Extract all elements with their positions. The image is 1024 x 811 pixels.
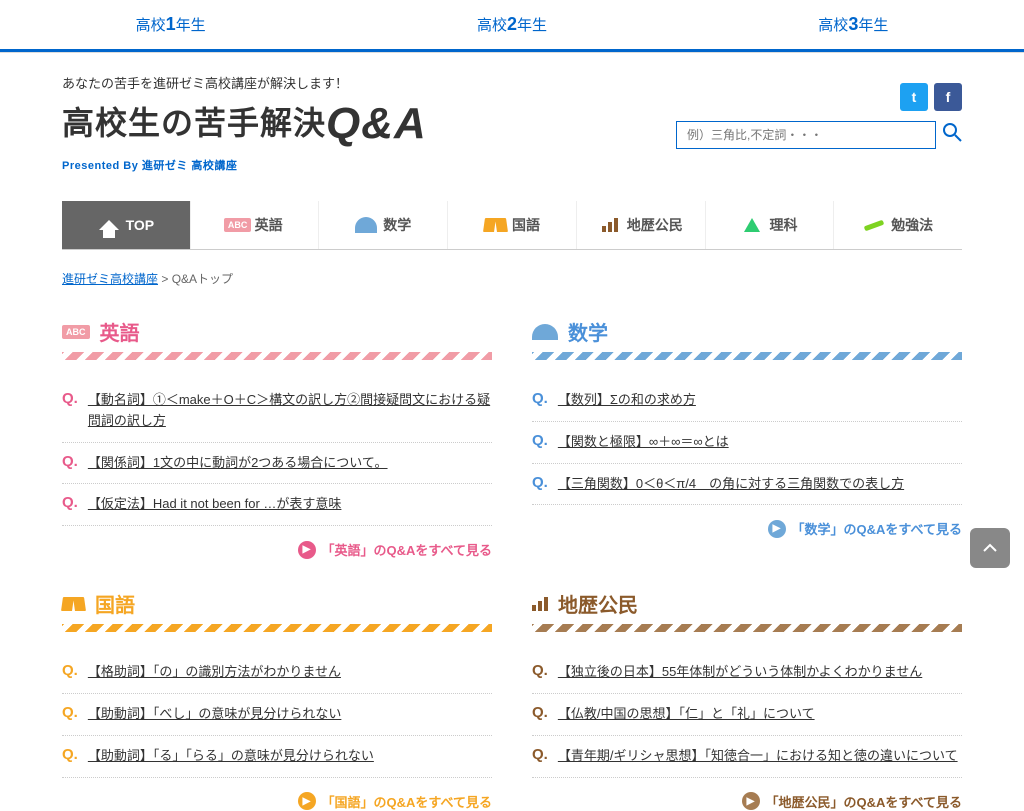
- home-icon: [98, 216, 120, 234]
- bars-icon: [532, 597, 548, 611]
- breadcrumb: 進研ゼミ高校講座 > Q&Aトップ: [62, 262, 962, 317]
- header: あなたの苦手を進研ゼミ高校講座が解決します！ 高校生の苦手解決Q&A Prese…: [62, 53, 962, 183]
- nav-top[interactable]: TOP: [62, 201, 191, 249]
- q-item: Q. 【格助詞】「の」の識別方法がわかりません: [62, 652, 492, 694]
- protractor-icon: [355, 216, 377, 234]
- grade-tab-2[interactable]: 高校2年生: [341, 0, 682, 52]
- q-item: Q. 【助動詞】「る」「らる」の意味が見分けられない: [62, 736, 492, 778]
- facebook-icon[interactable]: f: [934, 83, 962, 111]
- book-icon: [484, 216, 506, 234]
- panel-title: 英語: [100, 317, 140, 346]
- q-link[interactable]: 【三角関数】0＜θ＜π/4 の角に対する三角関数での表し方: [558, 474, 904, 495]
- main-nav: TOP ABC 英語 数学 国語 地歴公民 理科 勉強法: [62, 201, 962, 250]
- q-item: Q. 【独立後の日本】55年体制がどういう体制かよくわかりません: [532, 652, 962, 694]
- q-link[interactable]: 【助動詞】「べし」の意味が見分けられない: [88, 704, 342, 725]
- q-link[interactable]: 【助動詞】「る」「らる」の意味が見分けられない: [88, 746, 374, 767]
- search-icon[interactable]: [942, 122, 962, 148]
- page-title: 高校生の苦手解決Q&A: [62, 98, 676, 149]
- protractor-icon: [532, 324, 558, 340]
- q-link[interactable]: 【青年期/ギリシャ思想】「知徳合一」における知と徳の違いについて: [558, 746, 958, 767]
- view-all-social[interactable]: ▶ 「地歴公民」のQ&Aをすべて見る: [532, 792, 962, 811]
- q-link[interactable]: 【関数と極限】∞＋∞＝∞とは: [558, 432, 729, 453]
- grade-tabs: 高校1年生 高校2年生 高校3年生: [0, 0, 1024, 53]
- abc-icon: ABC: [62, 325, 90, 339]
- panel-social: 地歴公民 Q. 【独立後の日本】55年体制がどういう体制かよくわかりません Q. 【…: [532, 589, 962, 810]
- nav-science[interactable]: 理科: [706, 201, 835, 249]
- q-item: Q. 【青年期/ギリシャ思想】「知徳合一」における知と徳の違いについて: [532, 736, 962, 778]
- divider: [532, 624, 962, 632]
- panel-math: 数学 Q. 【数列】Σの和の求め方 Q. 【関数と極限】∞＋∞＝∞とは Q. 【三角関…: [532, 317, 962, 559]
- nav-math[interactable]: 数学: [319, 201, 448, 249]
- q-item: Q. 【仮定法】Had it not been for …が表す意味: [62, 484, 492, 526]
- q-mark-icon: Q.: [62, 390, 78, 407]
- grade-tab-1[interactable]: 高校1年生: [0, 0, 341, 52]
- q-link[interactable]: 【仏教/中国の思想】「仁」と「礼」について: [558, 704, 815, 725]
- q-link[interactable]: 【格助詞】「の」の識別方法がわかりません: [88, 662, 341, 683]
- presented-by: Presented By 進研ゼミ 高校講座: [62, 157, 676, 173]
- pen-icon: [863, 216, 885, 234]
- q-link[interactable]: 【独立後の日本】55年体制がどういう体制かよくわかりません: [558, 662, 922, 683]
- arrow-icon: ▶: [298, 792, 316, 810]
- panel-japanese: 国語 Q. 【格助詞】「の」の識別方法がわかりません Q. 【助動詞】「べし」の意味…: [62, 589, 492, 810]
- flask-icon: [741, 216, 763, 234]
- q-mark-icon: Q.: [532, 474, 548, 491]
- book-icon: [62, 597, 85, 611]
- abc-icon: ABC: [227, 216, 249, 234]
- q-mark-icon: Q.: [532, 390, 548, 407]
- q-link[interactable]: 【動名詞】①＜make＋O＋C＞構文の訳し方②間接疑問文における疑問詞の訳し方: [88, 390, 492, 432]
- bars-icon: [599, 216, 621, 234]
- subject-panels: ABC 英語 Q. 【動名詞】①＜make＋O＋C＞構文の訳し方②間接疑問文におけ…: [62, 317, 962, 811]
- q-item: Q. 【関係詞】1文の中に動詞が2つある場合について。: [62, 443, 492, 485]
- q-mark-icon: Q.: [62, 494, 78, 511]
- q-link[interactable]: 【数列】Σの和の求め方: [558, 390, 696, 411]
- view-all-japanese[interactable]: ▶ 「国語」のQ&Aをすべて見る: [62, 792, 492, 811]
- arrow-icon: ▶: [768, 520, 786, 538]
- tagline: あなたの苦手を進研ゼミ高校講座が解決します！: [62, 73, 676, 92]
- q-mark-icon: Q.: [62, 746, 78, 763]
- panel-title: 数学: [568, 317, 608, 346]
- q-link[interactable]: 【関係詞】1文の中に動詞が2つある場合について。: [88, 453, 388, 474]
- divider: [532, 352, 962, 360]
- q-link[interactable]: 【仮定法】Had it not been for …が表す意味: [88, 494, 342, 515]
- grade-tab-3[interactable]: 高校3年生: [683, 0, 1024, 52]
- nav-japanese[interactable]: 国語: [448, 201, 577, 249]
- q-mark-icon: Q.: [62, 662, 78, 679]
- q-mark-icon: Q.: [532, 432, 548, 449]
- q-item: Q. 【数列】Σの和の求め方: [532, 380, 962, 422]
- q-item: Q. 【三角関数】0＜θ＜π/4 の角に対する三角関数での表し方: [532, 464, 962, 506]
- q-item: Q. 【関数と極限】∞＋∞＝∞とは: [532, 422, 962, 464]
- view-all-english[interactable]: ▶ 「英語」のQ&Aをすべて見る: [62, 540, 492, 559]
- twitter-icon[interactable]: t: [900, 83, 928, 111]
- divider: [62, 624, 492, 632]
- divider: [62, 352, 492, 360]
- q-mark-icon: Q.: [532, 704, 548, 721]
- social-buttons: t f: [900, 83, 962, 111]
- scroll-top-button[interactable]: [970, 528, 1010, 568]
- nav-study[interactable]: 勉強法: [834, 201, 962, 249]
- search: [676, 121, 962, 149]
- nav-english[interactable]: ABC 英語: [191, 201, 320, 249]
- panel-english: ABC 英語 Q. 【動名詞】①＜make＋O＋C＞構文の訳し方②間接疑問文におけ…: [62, 317, 492, 559]
- nav-social[interactable]: 地歴公民: [577, 201, 706, 249]
- q-item: Q. 【助動詞】「べし」の意味が見分けられない: [62, 694, 492, 736]
- view-all-math[interactable]: ▶ 「数学」のQ&Aをすべて見る: [532, 519, 962, 538]
- breadcrumb-link[interactable]: 進研ゼミ高校講座: [62, 272, 158, 286]
- breadcrumb-current: Q&Aトップ: [172, 272, 233, 286]
- panel-title: 国語: [95, 589, 135, 618]
- q-item: Q. 【動名詞】①＜make＋O＋C＞構文の訳し方②間接疑問文における疑問詞の訳し…: [62, 380, 492, 443]
- q-mark-icon: Q.: [62, 453, 78, 470]
- panel-title: 地歴公民: [558, 589, 638, 618]
- q-item: Q. 【仏教/中国の思想】「仁」と「礼」について: [532, 694, 962, 736]
- search-input[interactable]: [676, 121, 936, 149]
- q-mark-icon: Q.: [532, 662, 548, 679]
- arrow-icon: ▶: [298, 541, 316, 559]
- q-mark-icon: Q.: [532, 746, 548, 763]
- q-mark-icon: Q.: [62, 704, 78, 721]
- arrow-icon: ▶: [742, 792, 760, 810]
